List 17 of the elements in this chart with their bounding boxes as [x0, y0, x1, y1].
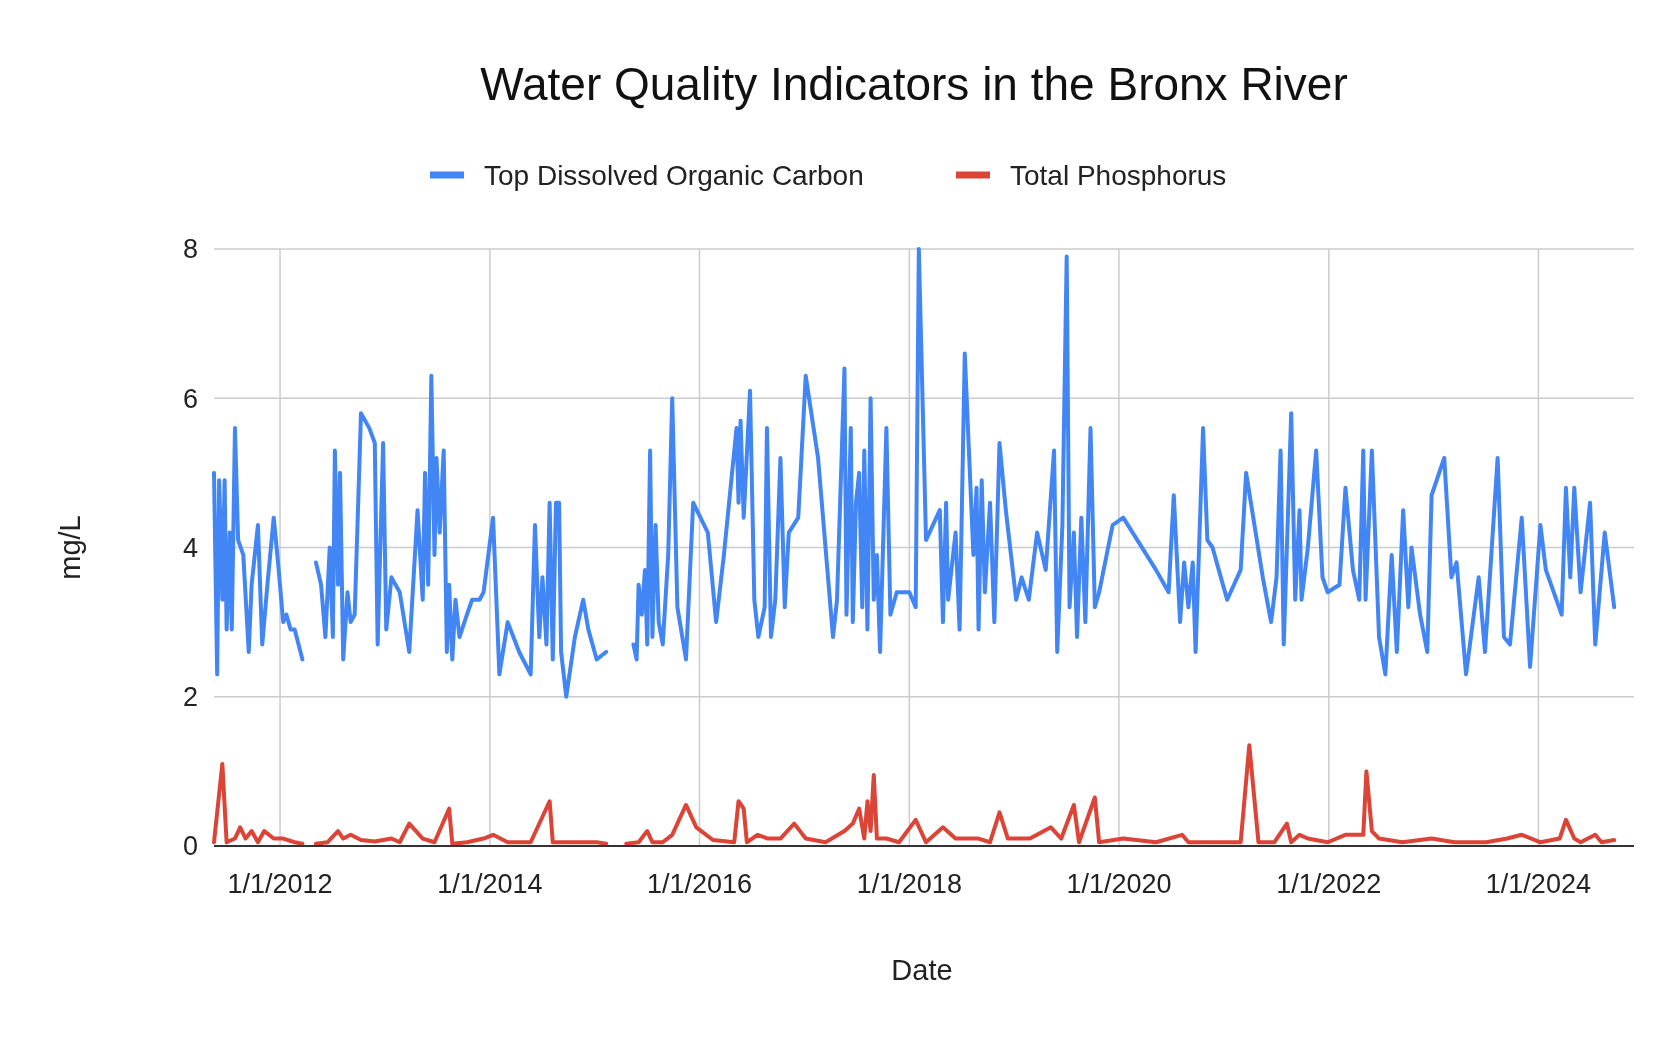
x-tick-label: 1/1/2014 — [437, 869, 543, 900]
x-axis-title: Date — [891, 953, 953, 986]
y-tick-label: 6 — [182, 383, 198, 414]
y-tick-label: 2 — [182, 682, 198, 713]
y-axis-title: mg/L — [53, 515, 86, 580]
y-tick-label: 8 — [182, 234, 198, 265]
x-tick-label: 1/1/2012 — [227, 869, 333, 900]
y-tick-label: 4 — [182, 532, 198, 563]
x-tick-label: 1/1/2016 — [646, 869, 753, 900]
x-tick-label: 1/1/2024 — [1485, 869, 1591, 900]
x-tick-label: 1/1/2020 — [1066, 869, 1172, 900]
legend-label: Total Phosphorus — [1010, 159, 1227, 191]
chart-title: Water Quality Indicators in the Bronx River — [480, 58, 1348, 111]
legend-label: Top Dissolved Organic Carbon — [484, 159, 864, 191]
x-tick-label: 1/1/2018 — [856, 869, 962, 900]
x-tick-label: 1/1/2022 — [1276, 869, 1382, 900]
y-tick-label: 0 — [182, 831, 198, 862]
